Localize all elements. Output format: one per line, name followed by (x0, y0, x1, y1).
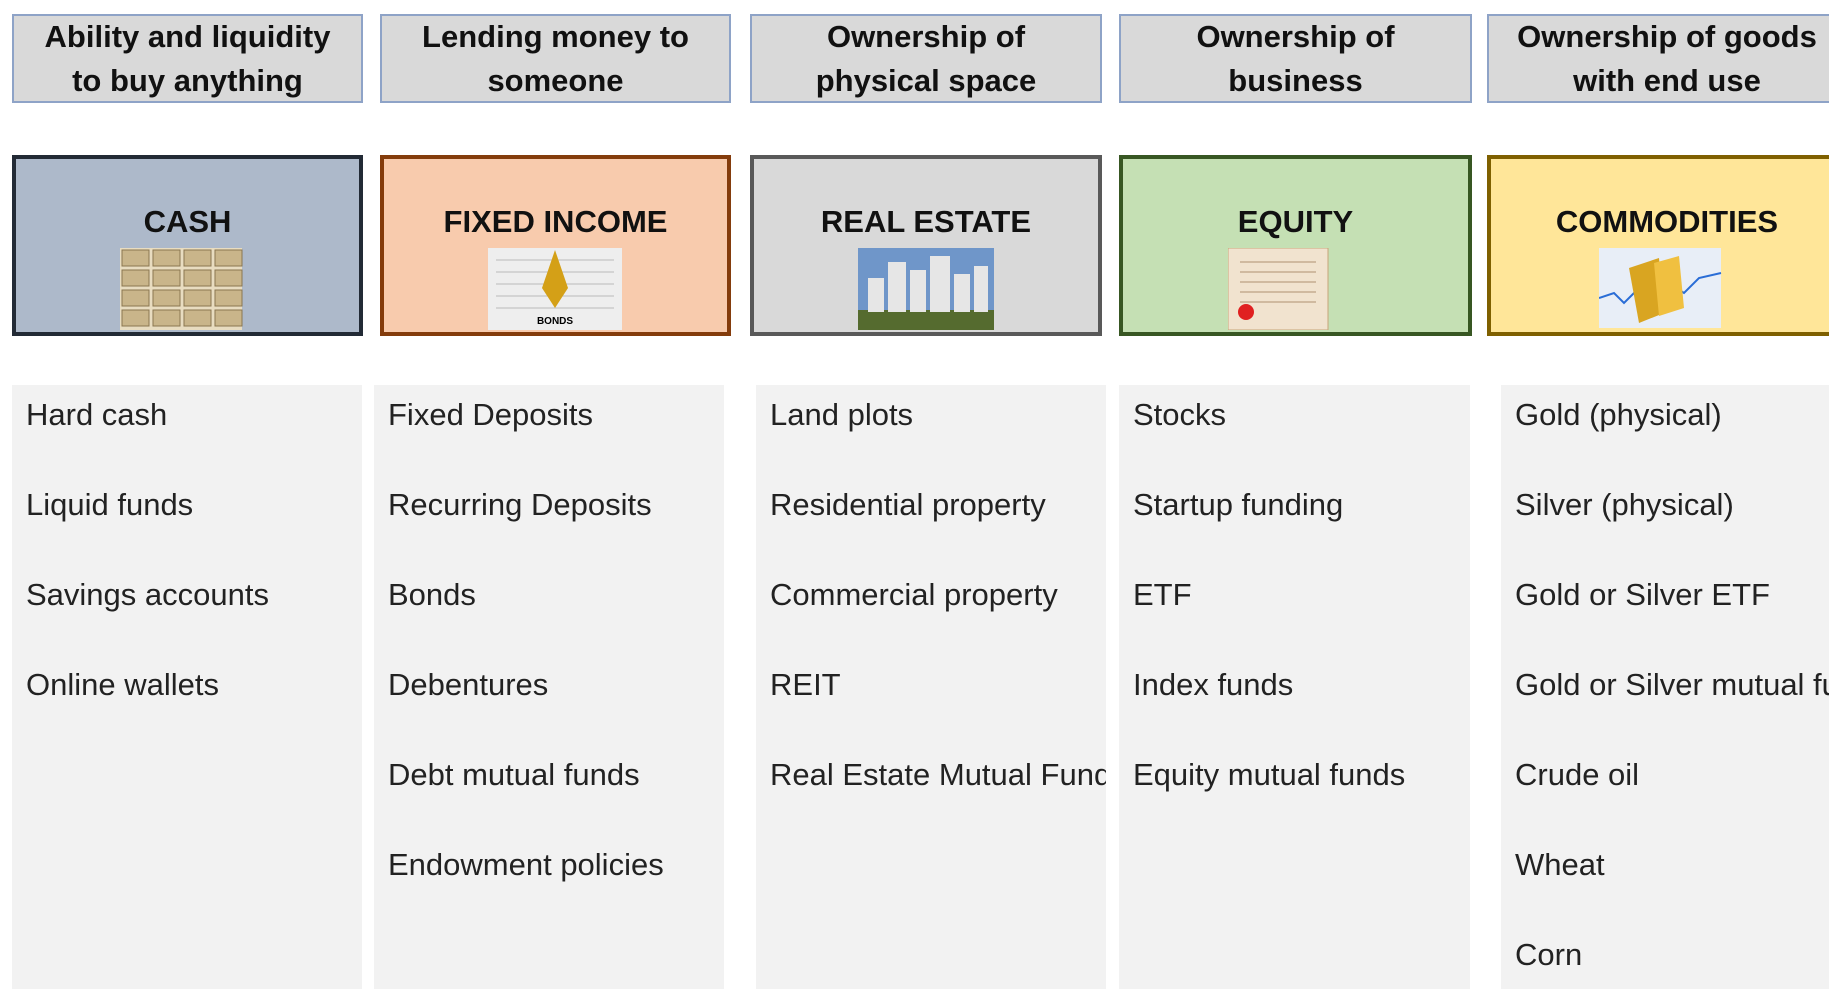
item: ETF (1133, 577, 1192, 612)
description-line: physical space (815, 62, 1037, 98)
item: Gold (physical) (1515, 397, 1722, 432)
item: Equity mutual funds (1133, 757, 1406, 792)
item: Debentures (388, 667, 549, 702)
item: Debt mutual funds (388, 757, 640, 792)
item: Wheat (1515, 847, 1605, 882)
item: Endowment policies (388, 847, 664, 882)
item: Index funds (1133, 667, 1294, 702)
item: Land plots (770, 397, 914, 432)
category-icon: BONDS (487, 248, 622, 330)
category-title: EQUITY (1237, 204, 1354, 239)
category-box: CASH (12, 155, 363, 336)
item: REIT (770, 667, 841, 702)
description: Ownership of physical space (816, 15, 1037, 103)
description-box: Ownership of physical space (750, 14, 1102, 103)
item-panel: Stocks Startup funding ETF Index funds Equit… (1119, 385, 1470, 989)
description: Ownership of business (1196, 15, 1394, 103)
item: Startup funding (1133, 487, 1344, 522)
category-box: COMMODITIES (1487, 155, 1829, 336)
item-panel: Gold (physical) Silver (physical) Gold or … (1501, 385, 1829, 989)
description-line: to buy anything (72, 62, 303, 98)
item: Liquid funds (26, 487, 194, 522)
category-icon (1599, 248, 1722, 328)
item: Bonds (388, 577, 476, 612)
item-panel: Hard cash Liquid funds Savings accounts Onl… (12, 385, 362, 989)
category-icon (1227, 248, 1328, 330)
item-panel: Land plots Residential property Commercial… (756, 385, 1106, 989)
item: Residential property (770, 487, 1046, 522)
description: Lending money to someone (422, 15, 689, 103)
item: Corn (1515, 937, 1583, 972)
description-line: Ability and liquidity (44, 18, 331, 54)
description-box: Ownership of business (1119, 14, 1472, 103)
category-box: FIXED INCOME BONDS (380, 155, 731, 336)
category-icon (119, 248, 242, 330)
description-box: Ownership of goods with end use (1487, 14, 1829, 103)
category-title: FIXED INCOME (443, 204, 668, 239)
description: Ability and liquidity to buy anything (45, 15, 331, 103)
item: Crude oil (1515, 757, 1640, 792)
category-icon (858, 248, 994, 330)
category-box: EQUITY (1119, 155, 1472, 336)
item: Gold or Silver ETF (1515, 577, 1770, 612)
category-title: CASH (143, 204, 232, 239)
item: Gold or Silver mutual fund (1515, 667, 1829, 702)
description-line: Ownership of (826, 18, 1026, 54)
item: Real Estate Mutual Fund (770, 757, 1106, 792)
category-box: REAL ESTATE (750, 155, 1102, 336)
item: Online wallets (26, 667, 219, 702)
description-line: someone (487, 62, 624, 98)
description-line: business (1228, 62, 1363, 98)
item: Commercial property (770, 577, 1058, 612)
item: Hard cash (26, 397, 168, 432)
item: Silver (physical) (1515, 487, 1734, 522)
description-line: Ownership of (1196, 18, 1395, 54)
item: Fixed Deposits (388, 397, 594, 432)
svg-text:BONDS: BONDS (536, 316, 572, 327)
category-title: COMMODITIES (1555, 204, 1779, 239)
description-line: Ownership of goods (1517, 18, 1817, 54)
item: Stocks (1133, 397, 1227, 432)
item: Savings accounts (26, 577, 269, 612)
description-box: Ability and liquidity to buy anything (12, 14, 363, 103)
category-title: REAL ESTATE (820, 204, 1032, 239)
item: Recurring Deposits (388, 487, 652, 522)
description-box: Lending money to someone (380, 14, 731, 103)
description: Ownership of goods with end use (1517, 15, 1817, 103)
description-line: with end use (1573, 62, 1761, 98)
description-line: Lending money to (422, 18, 689, 54)
item-panel: Fixed Deposits Recurring Deposits Bonds Deb… (374, 385, 724, 989)
